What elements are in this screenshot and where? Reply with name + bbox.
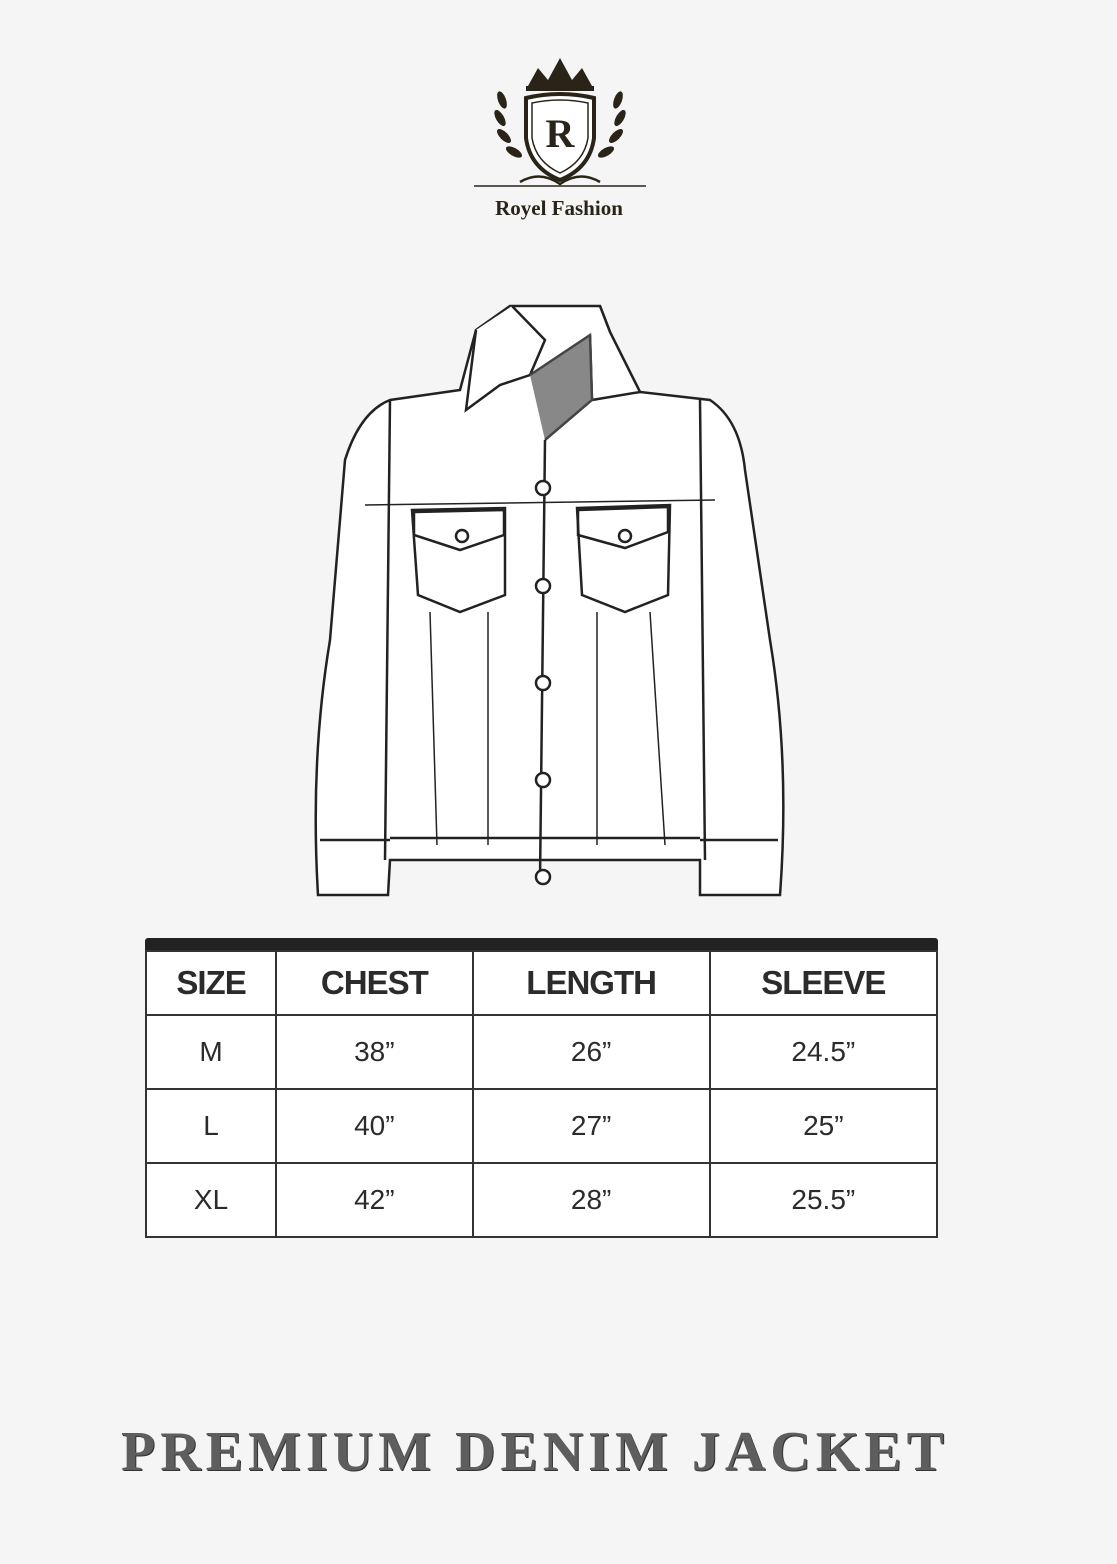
header-size: SIZE: [144, 950, 278, 1016]
table-top-bar: [145, 938, 938, 950]
header-chest: CHEST: [275, 950, 474, 1016]
shield-icon: [524, 92, 596, 183]
jacket-illustration: [314, 304, 785, 897]
table-row: M 38” 26” 24.5”: [144, 1014, 939, 1090]
table-header-row: SIZE CHEST LENGTH SLEEVE: [144, 950, 939, 1016]
table-row: L 40” 27” 25”: [144, 1088, 939, 1164]
header-length: LENGTH: [471, 950, 711, 1016]
logo-monogram: R: [546, 111, 576, 156]
cell-size: M: [144, 1014, 278, 1090]
button-icon: [454, 479, 633, 886]
cell-length: 28”: [471, 1162, 711, 1238]
cell-length: 27”: [471, 1088, 711, 1164]
cell-length: 26”: [471, 1014, 711, 1090]
size-chart-table: SIZE CHEST LENGTH SLEEVE M 38” 26” 24.5”…: [144, 938, 939, 1238]
cell-sleeve: 24.5”: [708, 1014, 939, 1090]
cell-chest: 38”: [275, 1014, 474, 1090]
cell-sleeve: 25”: [708, 1088, 939, 1164]
header-sleeve: SLEEVE: [708, 950, 939, 1016]
laurel-icon: [494, 91, 626, 158]
brand-name: Royel Fashion: [495, 196, 623, 220]
cell-chest: 40”: [275, 1088, 474, 1164]
table-row: XL 42” 28” 25.5”: [144, 1162, 939, 1238]
cell-size: L: [144, 1088, 278, 1164]
cell-size: XL: [144, 1162, 278, 1238]
cell-chest: 42”: [275, 1162, 474, 1238]
crown-icon: [528, 58, 592, 86]
brand-logo: R: [474, 58, 646, 187]
product-title: PREMIUM DENIM JACKET: [121, 1421, 949, 1483]
cell-sleeve: 25.5”: [708, 1162, 939, 1238]
